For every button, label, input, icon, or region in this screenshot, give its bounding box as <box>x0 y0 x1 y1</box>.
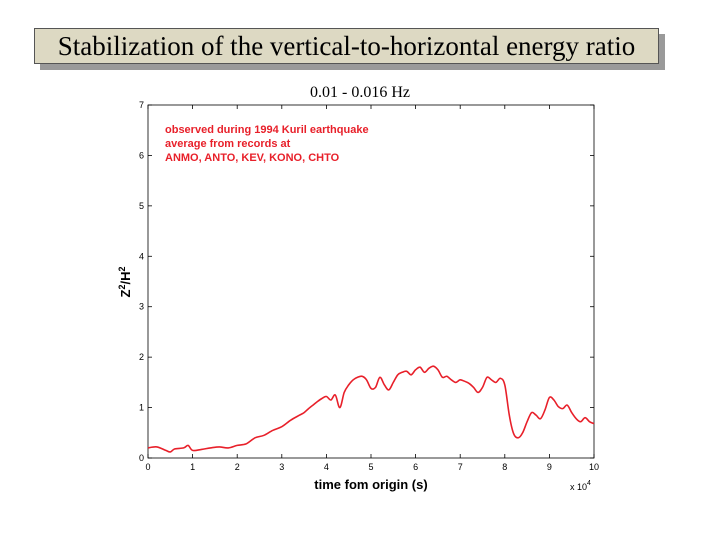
x-tick-label: 6 <box>413 462 418 472</box>
x-tick-label: 1 <box>190 462 195 472</box>
x-tick-label: 5 <box>368 462 373 472</box>
x-multiplier-base: x 10 <box>570 482 587 492</box>
x-tick-label: 10 <box>589 462 599 472</box>
y-label-sup2: 2 <box>117 267 127 272</box>
series-line <box>147 365 595 453</box>
y-tick-label: 6 <box>139 150 144 160</box>
y-label-h: /H <box>118 272 133 285</box>
y-axis-label: Z2/H2 <box>117 267 133 298</box>
x-tick-label: 8 <box>502 462 507 472</box>
y-tick-label: 4 <box>139 251 144 261</box>
annotation-line-1: observed during 1994 Kuril earthquake <box>165 124 369 136</box>
x-tick-label: 4 <box>324 462 329 472</box>
x-multiplier-exp: 4 <box>587 480 591 487</box>
x-tick-label: 2 <box>235 462 240 472</box>
x-tick-label: 9 <box>547 462 552 472</box>
y-tick-label: 2 <box>139 352 144 362</box>
axis-ticks: 0 1 2 3 4 5 6 7 8 9 10 0 1 2 3 4 5 6 7 <box>139 100 599 472</box>
y-tick-label: 7 <box>139 100 144 110</box>
y-label-sup1: 2 <box>117 285 127 290</box>
plot-area <box>147 104 595 459</box>
y-tick-label: 3 <box>139 302 144 312</box>
x-multiplier: x 104 <box>570 480 591 492</box>
chart-subtitle: 0.01 - 0.016 Hz <box>310 84 410 101</box>
x-axis-label: time fom origin (s) <box>314 477 427 492</box>
y-tick-label: 1 <box>139 403 144 413</box>
y-tick-label: 0 <box>139 453 144 463</box>
slide-title: Stabilization of the vertical-to-horizon… <box>34 28 659 64</box>
x-tick-label: 3 <box>279 462 284 472</box>
y-label-z: Z <box>118 289 133 297</box>
x-tick-label: 0 <box>145 462 150 472</box>
annotation-line-3: ANMO, ANTO, KEV, KONO, CHTO <box>165 152 340 164</box>
y-tick-label: 5 <box>139 201 144 211</box>
x-tick-label: 7 <box>458 462 463 472</box>
annotation-line-2: average from records at <box>165 138 291 150</box>
